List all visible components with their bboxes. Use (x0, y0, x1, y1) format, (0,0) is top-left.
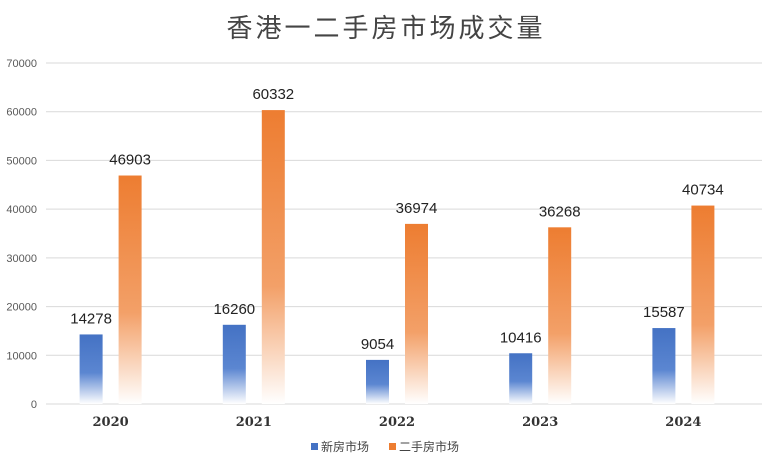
bar-resale-2021 (261, 110, 285, 404)
y-axis-ticks: 0 10000 20000 30000 40000 50000 60000 70000 (6, 58, 37, 411)
data-label-resale-2020: 46903 (109, 152, 151, 169)
bar-resale-2022 (405, 223, 428, 404)
legend-label-resale: 二手房市场 (399, 439, 459, 454)
y-tick-label: 40000 (6, 204, 37, 216)
data-label-resale-2021: 60332 (252, 86, 294, 103)
gridlines (46, 62, 762, 405)
y-tick-label: 10000 (6, 350, 37, 362)
data-label-new-2020: 14278 (70, 310, 112, 327)
data-label-new-2021: 16260 (213, 301, 255, 318)
x-tick-label: 2022 (379, 415, 415, 430)
bar-new-2020 (79, 334, 103, 404)
x-tick-label: 2020 (93, 415, 129, 430)
legend-swatch-new (311, 443, 318, 450)
y-tick-label: 60000 (6, 107, 37, 119)
legend: 新房市场 二手房市场 (311, 439, 459, 454)
bar-new-2023 (509, 353, 533, 404)
data-label-resale-2024: 40734 (682, 182, 724, 199)
data-label-new-2024: 15587 (643, 304, 685, 321)
y-tick-label: 70000 (6, 58, 37, 70)
bars (79, 110, 715, 404)
data-labels: 14278 46903 16260 60332 9054 36974 10416 36268 1… (70, 86, 724, 353)
bar-resale-2023 (548, 227, 572, 404)
y-tick-label: 50000 (6, 155, 37, 167)
bar-new-2024 (652, 328, 676, 404)
y-tick-label: 0 (31, 399, 37, 411)
chart-title: 香港一二手房市场成交量 (226, 14, 545, 44)
legend-label-new: 新房市场 (321, 439, 369, 454)
x-axis-ticks: 2020 2021 2022 2023 2024 (93, 415, 702, 430)
legend-swatch-resale (389, 443, 396, 450)
data-label-resale-2022: 36974 (396, 200, 438, 217)
bar-new-2022 (366, 359, 389, 404)
x-tick-label: 2021 (236, 415, 272, 430)
bar-resale-2020 (118, 175, 142, 404)
x-tick-label: 2024 (665, 415, 701, 430)
y-tick-label: 30000 (6, 253, 37, 265)
y-tick-label: 20000 (6, 302, 37, 314)
bar-new-2021 (222, 324, 246, 404)
data-label-new-2022: 9054 (361, 336, 394, 353)
data-label-resale-2023: 36268 (539, 203, 581, 220)
bar-resale-2024 (691, 205, 715, 404)
data-label-new-2023: 10416 (500, 329, 542, 346)
x-tick-label: 2023 (522, 415, 558, 430)
